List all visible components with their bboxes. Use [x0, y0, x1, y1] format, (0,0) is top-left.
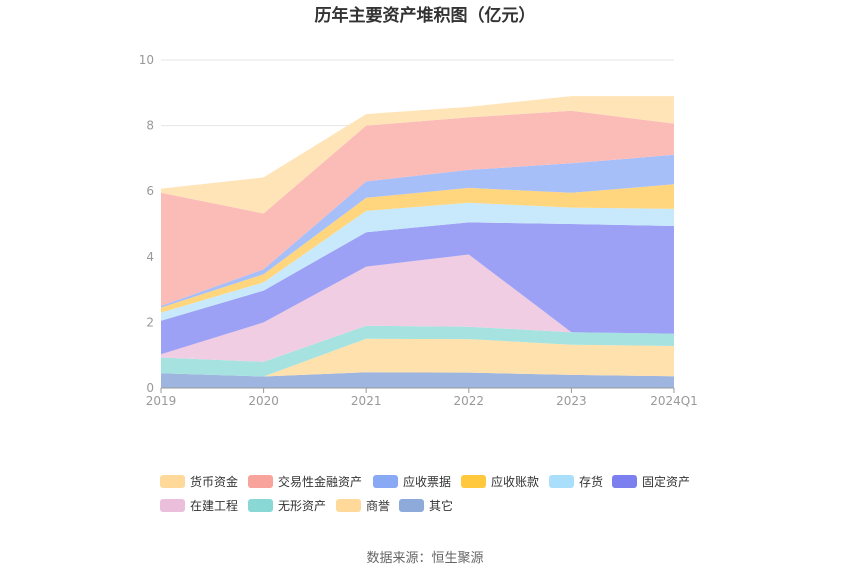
legend-swatch [160, 499, 185, 512]
legend-item[interactable]: 交易性金融资产 [248, 474, 362, 489]
legend-swatch [248, 499, 273, 512]
area-series-8 [161, 110, 674, 306]
legend-item[interactable]: 在建工程 [160, 498, 238, 513]
legend-swatch [160, 475, 185, 488]
legend-swatch [399, 499, 424, 512]
x-tick-label: 2024Q1 [650, 394, 698, 408]
legend-item[interactable]: 固定资产 [612, 474, 690, 489]
x-tick-label: 2022 [454, 394, 485, 408]
data-source: 数据来源：恒生聚源 [366, 551, 483, 566]
legend-item[interactable]: 存货 [549, 474, 603, 489]
y-tick-label: 2 [146, 315, 154, 329]
legend-swatch [336, 499, 361, 512]
area-series-1 [161, 338, 674, 377]
x-tick-label: 2021 [351, 394, 382, 408]
legend-swatch [248, 475, 273, 488]
legend-label: 货币资金 [190, 474, 238, 489]
legend-label: 商誉 [366, 498, 390, 513]
axes: 0 2 4 6 8 10 2019 2020 2021 2022 2023 2024Q1 [139, 53, 698, 408]
area-series-6 [161, 184, 674, 313]
legend-item[interactable]: 货币资金 [160, 474, 238, 489]
plot-area [161, 96, 674, 388]
x-tick-label: 2023 [556, 394, 587, 408]
y-tick-label: 6 [146, 184, 154, 198]
y-tick-label: 8 [146, 119, 154, 133]
legend-item[interactable]: 其它 [399, 498, 453, 513]
y-tick-label: 4 [146, 250, 154, 264]
legend-label: 交易性金融资产 [278, 474, 362, 489]
area-series-4 [161, 222, 674, 355]
legend-label: 应收账款 [491, 474, 539, 489]
y-tick-label: 10 [139, 53, 154, 67]
legend-label: 无形资产 [278, 499, 326, 513]
legend-item[interactable]: 应收票据 [373, 474, 451, 489]
area-series-5 [161, 202, 674, 321]
x-tick-label: 2020 [248, 394, 279, 408]
legend-label: 固定资产 [642, 474, 690, 489]
legend-swatch [373, 475, 398, 488]
legend-label: 在建工程 [190, 498, 238, 513]
legend-label: 存货 [579, 474, 603, 489]
x-tick-label: 2019 [146, 394, 177, 408]
chart-title: 历年主要资产堆积图（亿元） [315, 5, 536, 26]
area-series-2 [161, 325, 674, 377]
area-series-9 [161, 96, 674, 214]
legend-item[interactable]: 应收账款 [461, 474, 539, 489]
legend-label: 应收票据 [403, 474, 451, 489]
area-series-7 [161, 154, 674, 308]
area-series-3 [161, 254, 674, 362]
legend-swatch [461, 475, 486, 488]
area-series-0 [161, 372, 674, 388]
legend-label: 其它 [429, 498, 453, 513]
legend-swatch [549, 475, 574, 488]
legend-swatch [612, 475, 637, 488]
legend-item[interactable]: 商誉 [336, 498, 390, 513]
legend-item[interactable]: 无形资产 [248, 499, 326, 513]
y-tick-label: 0 [146, 381, 154, 395]
